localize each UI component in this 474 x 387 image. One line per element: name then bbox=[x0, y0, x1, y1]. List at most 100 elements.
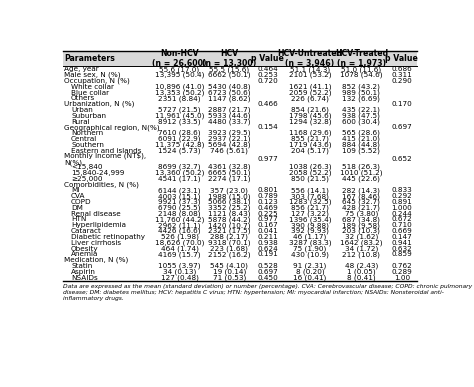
Text: 1294 (32.8): 1294 (32.8) bbox=[289, 118, 331, 125]
Text: 11,961 (45.0): 11,961 (45.0) bbox=[155, 113, 204, 119]
Text: 0.686: 0.686 bbox=[392, 66, 412, 72]
Text: 746 (5.61): 746 (5.61) bbox=[210, 147, 248, 154]
Text: HCV
(n = 13,300): HCV (n = 13,300) bbox=[202, 49, 256, 68]
Text: Renal disease: Renal disease bbox=[71, 211, 121, 217]
Text: 1038 (26.3): 1038 (26.3) bbox=[289, 164, 331, 170]
Text: 938 (47.5): 938 (47.5) bbox=[342, 113, 380, 119]
Text: 435 (22.1): 435 (22.1) bbox=[342, 107, 380, 113]
Text: 0.466: 0.466 bbox=[257, 101, 278, 107]
Text: 48 (2.43): 48 (2.43) bbox=[345, 263, 378, 269]
Text: 0.941: 0.941 bbox=[392, 240, 412, 246]
Text: 11,375 (42.8): 11,375 (42.8) bbox=[155, 142, 204, 148]
Text: 850 (21.5): 850 (21.5) bbox=[291, 176, 329, 182]
Text: Parameters: Parameters bbox=[64, 54, 115, 63]
Text: 9921 (37.3): 9921 (37.3) bbox=[158, 199, 201, 205]
Text: 0.669: 0.669 bbox=[392, 228, 412, 234]
Text: 0.977: 0.977 bbox=[257, 216, 278, 223]
Text: 1055 (3.97): 1055 (3.97) bbox=[158, 263, 201, 269]
Text: Geographical region, N(%): Geographical region, N(%) bbox=[64, 124, 160, 131]
Text: 6665 (50.1): 6665 (50.1) bbox=[208, 170, 250, 176]
Text: 75 (1.90): 75 (1.90) bbox=[293, 245, 327, 252]
Text: 288 (2.17): 288 (2.17) bbox=[210, 234, 248, 240]
Text: 4169 (15.7): 4169 (15.7) bbox=[158, 251, 201, 258]
Text: 167 (8.46): 167 (8.46) bbox=[342, 193, 380, 200]
Text: 8 (0.41): 8 (0.41) bbox=[347, 274, 376, 281]
Text: p Value: p Value bbox=[385, 54, 418, 63]
Text: 1621 (41.1): 1621 (41.1) bbox=[289, 84, 331, 90]
Text: 2059 (52.2): 2059 (52.2) bbox=[289, 89, 331, 96]
Text: 464 (1.74): 464 (1.74) bbox=[161, 245, 199, 252]
Text: Obesity: Obesity bbox=[71, 246, 99, 252]
Text: 0.123: 0.123 bbox=[257, 199, 278, 205]
Text: Liver cirrhosis: Liver cirrhosis bbox=[71, 240, 121, 246]
Text: 856 (21.7): 856 (21.7) bbox=[291, 205, 329, 211]
Text: 0.762: 0.762 bbox=[392, 263, 412, 269]
Text: 0.697: 0.697 bbox=[392, 124, 412, 130]
Text: 1010 (51.2): 1010 (51.2) bbox=[340, 170, 383, 176]
Text: Age, year: Age, year bbox=[64, 66, 99, 72]
Text: 989 (50.1): 989 (50.1) bbox=[342, 89, 380, 96]
Text: 2101 (53.2): 2101 (53.2) bbox=[289, 72, 331, 79]
Text: 2148 (8.08): 2148 (8.08) bbox=[158, 211, 201, 217]
Text: 2274 (17.1): 2274 (17.1) bbox=[208, 176, 250, 182]
Text: NSAIDs: NSAIDs bbox=[71, 275, 98, 281]
Text: <15,840: <15,840 bbox=[71, 164, 102, 170]
Text: 6091 (22.9): 6091 (22.9) bbox=[158, 136, 201, 142]
Text: 0.290: 0.290 bbox=[392, 78, 412, 84]
Text: 854 (21.6): 854 (21.6) bbox=[291, 107, 329, 113]
Text: 0.720: 0.720 bbox=[257, 78, 278, 84]
Text: Monthly Income (NT$),
N(%): Monthly Income (NT$), N(%) bbox=[64, 152, 146, 166]
Text: 687 (34.8): 687 (34.8) bbox=[342, 216, 380, 223]
Text: 1.00: 1.00 bbox=[394, 275, 410, 281]
Text: 4361 (32.8): 4361 (32.8) bbox=[208, 164, 250, 170]
Text: White collar: White collar bbox=[71, 84, 114, 90]
Text: 2351 (8.84): 2351 (8.84) bbox=[158, 95, 201, 102]
Text: 415 (21.0): 415 (21.0) bbox=[342, 136, 380, 142]
Text: 4426 (16.6): 4426 (16.6) bbox=[158, 228, 201, 235]
Text: 8 (0.20): 8 (0.20) bbox=[296, 269, 324, 275]
Text: Hyperlipidemia: Hyperlipidemia bbox=[71, 222, 126, 228]
Text: 127 (0.48): 127 (0.48) bbox=[161, 274, 199, 281]
Text: 91 (2.31): 91 (2.31) bbox=[293, 263, 327, 269]
Text: 600 (30.4): 600 (30.4) bbox=[342, 118, 380, 125]
Text: Anemia: Anemia bbox=[71, 252, 99, 257]
Text: Urban: Urban bbox=[71, 107, 93, 113]
Bar bbox=[63, 51, 418, 67]
Text: 392 (9.93): 392 (9.93) bbox=[291, 228, 329, 235]
Text: 1.000: 1.000 bbox=[392, 205, 412, 211]
Text: 1719 (43.6): 1719 (43.6) bbox=[289, 142, 331, 148]
Text: 2152 (16.2): 2152 (16.2) bbox=[208, 251, 250, 258]
Text: 226 (6.74): 226 (6.74) bbox=[291, 95, 329, 102]
Text: Statin: Statin bbox=[71, 263, 92, 269]
Text: Rural: Rural bbox=[71, 118, 90, 125]
Text: 11,760 (44.2): 11,760 (44.2) bbox=[155, 216, 204, 223]
Text: 884 (44.8): 884 (44.8) bbox=[342, 142, 380, 148]
Text: Data are expressed as the mean (standard deviation) or number (percentage). CVA:: Data are expressed as the mean (standard… bbox=[63, 284, 472, 301]
Text: 0.789: 0.789 bbox=[257, 193, 278, 199]
Text: 0.859: 0.859 bbox=[392, 252, 412, 257]
Text: 0.450: 0.450 bbox=[257, 275, 278, 281]
Text: 4541 (17.1): 4541 (17.1) bbox=[158, 176, 201, 182]
Text: 0.469: 0.469 bbox=[257, 205, 278, 211]
Text: 13,360 (50.2): 13,360 (50.2) bbox=[155, 170, 204, 176]
Text: HTN: HTN bbox=[71, 216, 86, 223]
Text: 2058 (52.2): 2058 (52.2) bbox=[289, 170, 331, 176]
Text: 5878 (44.2): 5878 (44.2) bbox=[208, 216, 250, 223]
Text: 4480 (33.7): 4480 (33.7) bbox=[208, 118, 250, 125]
Text: 2887 (21.7): 2887 (21.7) bbox=[208, 107, 250, 113]
Text: 0.891: 0.891 bbox=[392, 199, 412, 205]
Text: CVA: CVA bbox=[71, 193, 85, 199]
Text: 13,353 (50.2): 13,353 (50.2) bbox=[155, 89, 204, 96]
Text: 0.833: 0.833 bbox=[392, 187, 412, 194]
Text: 0.697: 0.697 bbox=[257, 269, 278, 275]
Text: 1988 (15.0): 1988 (15.0) bbox=[208, 193, 250, 200]
Text: 75 (3.80): 75 (3.80) bbox=[345, 211, 378, 217]
Text: 1121 (8.43): 1121 (8.43) bbox=[208, 211, 250, 217]
Text: 212 (10.8): 212 (10.8) bbox=[342, 251, 380, 258]
Text: 5430 (40.8): 5430 (40.8) bbox=[208, 84, 250, 90]
Text: 34 (1.72): 34 (1.72) bbox=[345, 245, 378, 252]
Text: 0.528: 0.528 bbox=[257, 263, 278, 269]
Text: 0.191: 0.191 bbox=[257, 252, 278, 257]
Text: 545 (4.10): 545 (4.10) bbox=[210, 263, 248, 269]
Text: 4003 (15.1): 4003 (15.1) bbox=[158, 193, 201, 200]
